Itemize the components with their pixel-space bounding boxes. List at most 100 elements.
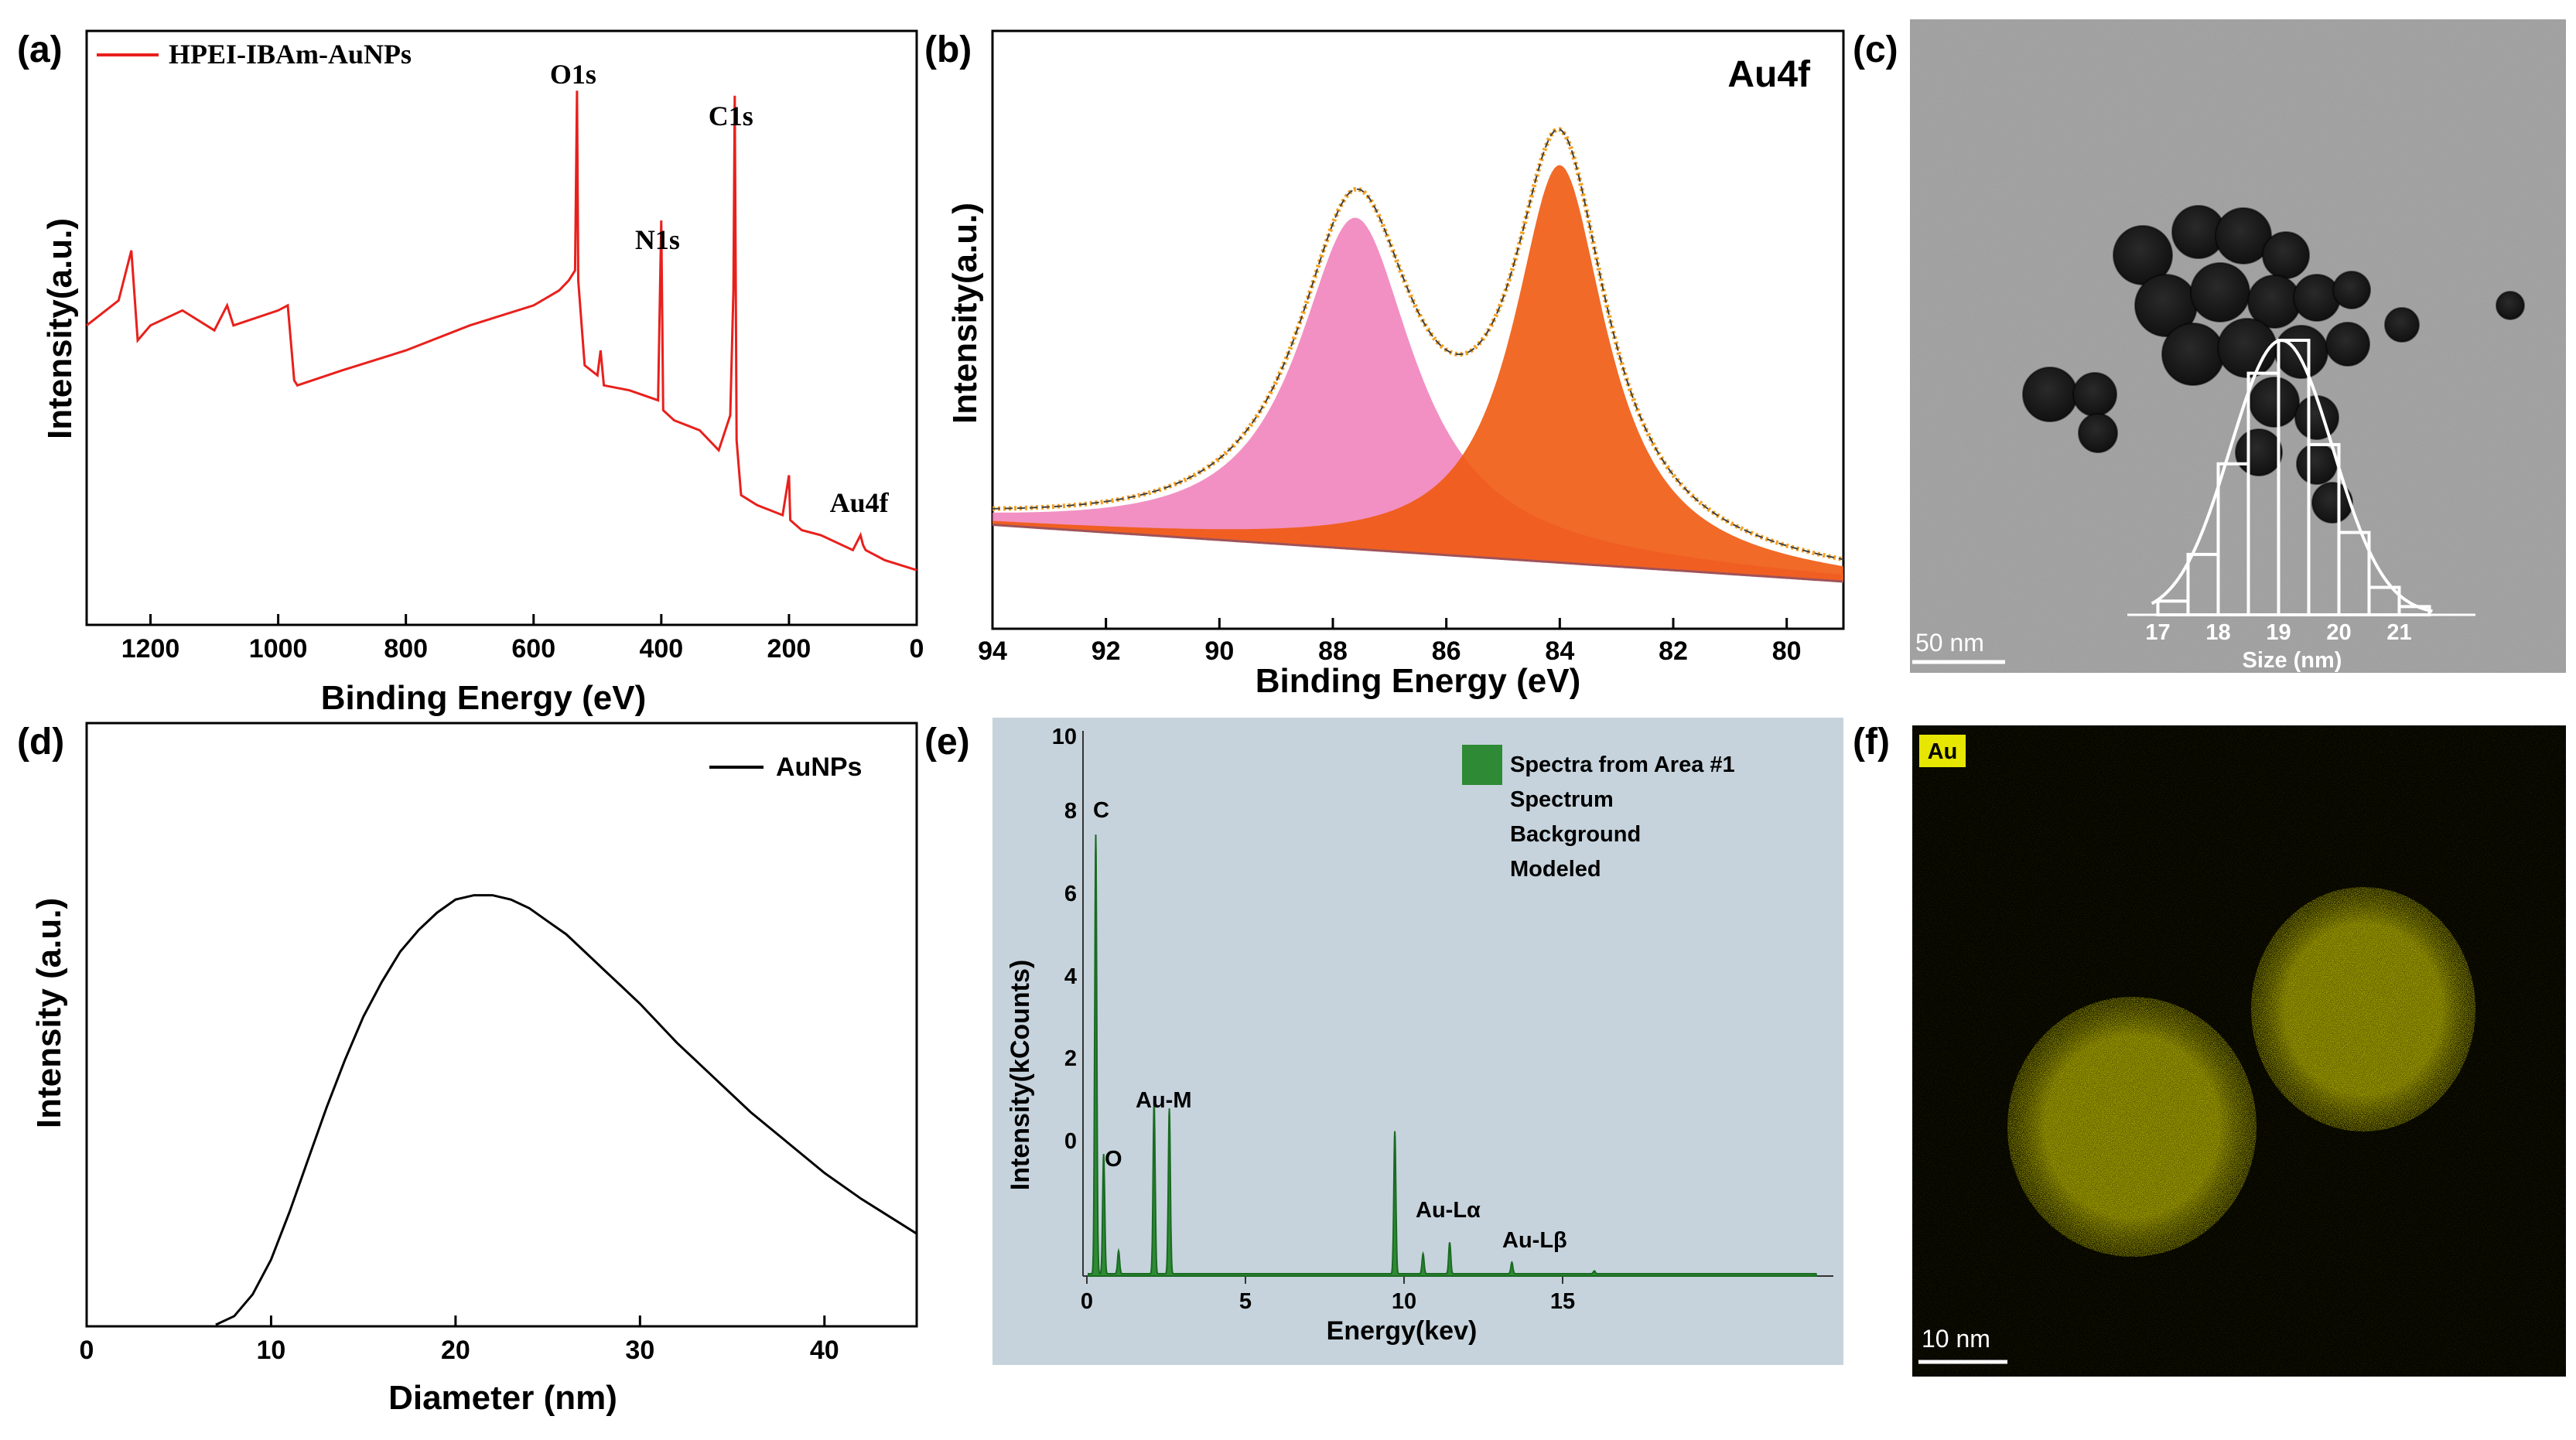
tem-size-histogram: 17 18 19 20 21 (2127, 338, 2475, 645)
panel-e-ylabel: Intensity(kCounts) (1006, 960, 1035, 1190)
tem-nanoparticles (2022, 205, 2525, 524)
panel-e-legend-0: Spectra from Area #1 (1510, 752, 1735, 777)
panel-e-annotation-Au-Lb: Au-Lβ (1502, 1228, 1567, 1253)
panel-a-x-tick-label: 800 (384, 634, 428, 664)
panel-label-f: (f) (1853, 722, 1890, 763)
panel-e-annotation-C: C (1093, 798, 1109, 823)
panel-a-legend-label: HPEI-IBAm-AuNPs (169, 39, 412, 70)
panel-d-x-tick-label: 40 (810, 1336, 839, 1365)
panel-d-x-tick-label: 10 (257, 1336, 286, 1365)
tem-nanoparticle (2161, 322, 2225, 386)
panel-d-x-tick-label: 20 (441, 1336, 470, 1365)
panel-c-tem: 17 18 19 20 21 50 nm Size (nm) (1910, 19, 2566, 673)
tem-hist-tick-label: 19 (2266, 620, 2291, 645)
panel-e-x-tick-label: 0 (1081, 1289, 1093, 1314)
panel-a-x-tick-label: 200 (767, 634, 811, 664)
panel-label-c: (c) (1853, 29, 1898, 70)
tem-nanoparticle (2293, 274, 2341, 322)
panel-b-frame (991, 29, 1845, 630)
panel-e-y-tick-label: 4 (1064, 964, 1077, 989)
panel-e-y-tick-label: 8 (1064, 799, 1077, 824)
panel-a-annotation-N1s: N1s (635, 224, 680, 255)
tem-nanoparticle (2190, 262, 2250, 322)
panel-b-peak-fill (992, 217, 1843, 582)
panel-e-edx: 10 8 6 4 2 0 0 5 10 15 C O Au-M Au-Lα Au-Lβ Spec… (992, 718, 1843, 1365)
panel-b-background-line (992, 524, 1844, 583)
au-element-badge-label: Au (1928, 739, 1958, 764)
panel-e-y-tick-label: 2 (1064, 1046, 1077, 1071)
tem-nanoparticle (2072, 372, 2117, 417)
panel-b-x-tick-label: 86 (1432, 636, 1461, 666)
panel-b-x-ticks: 94 92 90 88 86 84 82 80 (978, 618, 1802, 666)
panel-e-x-tick-label: 5 (1239, 1289, 1252, 1314)
tem-nanoparticle (2296, 443, 2338, 485)
panel-a-series-line (86, 90, 917, 572)
tem-hist-gaussian (2151, 338, 2433, 613)
panel-e-x-ticks: 0 5 10 15 (1081, 1276, 1575, 1314)
tem-nanoparticle (2496, 291, 2525, 320)
panel-b-x-tick-label: 88 (1318, 636, 1348, 666)
panel-e-legend-swatch (1462, 745, 1502, 785)
tem-hist-tick-label: 18 (2205, 620, 2230, 645)
panel-a-x-tick-label: 0 (910, 634, 924, 664)
tem-scale-bar-label: 50 nm (1915, 629, 1984, 657)
tem-nanoparticle (2274, 325, 2328, 379)
panel-a-xps-survey: 1200 1000 800 600 400 200 0 HPEI-IBAm-AuNPs O1… (41, 29, 924, 717)
tem-inset-xlabel: Size (nm) (2243, 648, 2342, 673)
panel-b-x-tick-label: 90 (1204, 636, 1234, 666)
panel-e-xlabel: Energy(kev) (1327, 1316, 1478, 1346)
panel-e-y-ticks: 10 8 6 4 2 0 (1052, 725, 1077, 1154)
tem-nanoparticle (2311, 482, 2353, 524)
au-map-scale-bar-label: 10 nm (1922, 1325, 1990, 1353)
panel-d-xlabel: Diameter (nm) (388, 1379, 617, 1417)
panel-b-x-tick-label: 80 (1772, 636, 1802, 666)
panel-e-annotation-O: O (1105, 1147, 1122, 1172)
panel-b-peak-fills (992, 165, 1843, 582)
panel-f-au-map: Au 10 nm (1912, 725, 2566, 1377)
panel-a-x-tick-label: 1000 (249, 634, 308, 664)
panel-b-x-tick-label: 94 (978, 636, 1007, 666)
panel-label-a: (a) (17, 29, 63, 70)
panel-e-annotation-Au-La: Au-Lα (1416, 1198, 1481, 1223)
panel-d-x-tick-label: 0 (80, 1336, 94, 1365)
tem-hist-tick-label: 21 (2386, 620, 2411, 645)
tem-hist-tick-label: 20 (2326, 620, 2351, 645)
tem-nanoparticle (2384, 307, 2420, 343)
tem-nanoparticle (2325, 322, 2370, 367)
panel-d-frame (85, 722, 918, 1328)
panel-b-x-tick-label: 84 (1545, 636, 1574, 666)
panel-b-x-tick-label: 82 (1659, 636, 1688, 666)
panel-b-fit-line (992, 128, 1844, 561)
tem-nanoparticle (2249, 377, 2300, 428)
panel-d-series-line (215, 894, 917, 1326)
panel-b-title: Au4f (1727, 54, 1811, 95)
panel-a-x-ticks: 1200 1000 800 600 400 200 0 (121, 614, 924, 664)
panel-b-x-tick-label: 92 (1092, 636, 1121, 666)
tem-nanoparticle (2262, 231, 2310, 279)
panel-label-e: (e) (924, 722, 970, 763)
tem-nanoparticle (2332, 271, 2371, 309)
tem-nanoparticle (2078, 413, 2118, 453)
panel-d-dls: 0 10 20 30 40 AuNPs Diameter (nm) Intensity … (30, 722, 918, 1417)
panel-label-b: (b) (924, 29, 972, 70)
tem-hist-tick-label: 17 (2145, 620, 2170, 645)
panel-e-background (992, 718, 1843, 1365)
panel-e-annotation-Au-M: Au-M (1136, 1088, 1191, 1113)
panel-d-x-tick-label: 30 (625, 1336, 654, 1365)
panel-d-legend-label: AuNPs (776, 752, 862, 782)
panel-a-xlabel: Binding Energy (eV) (321, 679, 646, 717)
panel-a-ylabel: Intensity(a.u.) (41, 218, 79, 439)
panel-a-annotation-O1s: O1s (550, 59, 596, 90)
panel-a-frame (85, 29, 918, 626)
panel-label-d: (d) (17, 722, 64, 763)
panel-e-x-tick-label: 10 (1392, 1289, 1416, 1314)
panel-d-ylabel: Intensity (a.u.) (30, 898, 68, 1128)
panel-a-x-tick-label: 600 (511, 634, 555, 664)
panel-e-spectrum (1087, 834, 1818, 1277)
panel-e-y-tick-label: 6 (1064, 882, 1077, 906)
panel-b-au4f: 94 92 90 88 86 84 82 80 Au4f Binding Energy (eV… (946, 29, 1845, 700)
tem-nanoparticle (2215, 207, 2272, 264)
panel-e-y-tick-label: 0 (1064, 1129, 1077, 1154)
panel-a-annotation-Au4f: Au4f (830, 487, 890, 518)
